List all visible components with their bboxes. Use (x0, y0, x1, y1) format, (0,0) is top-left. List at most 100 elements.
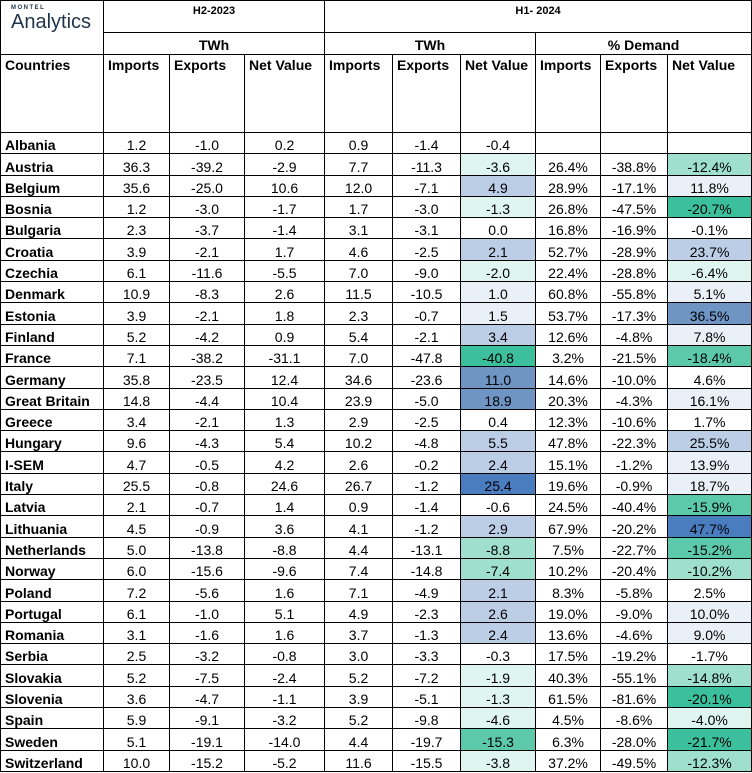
table-row: Estonia 3.9 -2.1 1.8 2.3 -0.7 1.5 53.7% -17.3% 36… (0, 302, 752, 325)
table-row: Serbia 2.5 -3.2 -0.8 3.0 -3.3 -0.3 17.5% -19.2% -… (0, 643, 752, 666)
value-cell-pd-imp: 3.2% (535, 344, 602, 368)
value-cell-pd-net: -1.7% (667, 643, 752, 666)
value-cell-pd-imp: 47.8% (535, 430, 602, 453)
value-cell-h1-exp: -1.3 (392, 621, 462, 645)
value-cell-pd-exp: -21.5% (600, 344, 669, 368)
value-cell-pd-net: -4.0% (667, 707, 752, 730)
value-cell-pd-imp: 26.8% (535, 195, 602, 219)
value-cell-h1-exp: -9.8 (392, 707, 462, 730)
value-cell-h2-exp: -1.0 (169, 131, 245, 155)
value-cell-h1-exp: -2.5 (392, 408, 462, 432)
country-cell: Czechia (0, 259, 104, 283)
value-cell-h1-imp: 4.4 (324, 728, 394, 751)
value-cell-h2-exp: -4.4 (169, 387, 245, 410)
country-cell: Portugal (0, 600, 104, 623)
value-cell-h1-exp: -4.9 (392, 579, 462, 602)
value-cell-pd-net: -15.9% (667, 494, 752, 517)
value-cell-h1-imp: 2.9 (324, 408, 394, 432)
value-cell-h2-exp: -2.1 (169, 408, 245, 432)
header-h2-net-value: Net Value (243, 54, 326, 133)
table-row: Norway 6.0 -15.6 -9.6 7.4 -14.8 -7.4 10.2% -20.4… (0, 557, 752, 581)
value-cell-h1-exp: -9.0 (392, 259, 462, 283)
country-cell: Sweden (0, 728, 104, 751)
country-cell: I-SEM (0, 451, 104, 474)
country-cell: Norway (0, 557, 104, 581)
table-row: Denmark 10.9 -8.3 2.6 11.5 -10.5 1.0 60.8% -55.8… (0, 281, 752, 304)
value-cell-h1-exp: -14.8 (392, 557, 462, 581)
value-cell-h2-imp: 7.2 (103, 579, 170, 602)
value-cell-pd-exp: -17.1% (600, 174, 669, 197)
table-row: Germany 35.8 -23.5 12.4 34.6 -23.6 11.0 14.6% -1… (0, 366, 752, 389)
value-cell-pd-net: 18.7% (667, 472, 752, 496)
value-cell-h1-imp: 2.6 (324, 451, 394, 474)
value-cell-h2-imp: 6.1 (103, 259, 170, 283)
value-cell-h2-imp: 14.8 (103, 387, 170, 410)
table-row: Latvia 2.1 -0.7 1.4 0.9 -1.4 -0.6 24.5% -40.4% -1… (0, 494, 752, 517)
table-row: Italy 25.5 -0.8 24.6 26.7 -1.2 25.4 19.6% -0.9% 1… (0, 472, 752, 496)
column-header-row: Countries Imports Exports Net Value Imports E… (0, 54, 752, 133)
value-cell-h2-net: 1.3 (243, 408, 326, 432)
value-cell-pd-imp: 53.7% (535, 302, 602, 325)
value-cell-h2-net: 3.6 (243, 515, 326, 538)
value-cell-pd-net (667, 131, 752, 155)
value-cell-pd-imp: 40.3% (535, 664, 602, 687)
value-cell-h2-imp: 6.0 (103, 557, 170, 581)
value-cell-h1-net: 1.5 (460, 302, 537, 325)
value-cell-h2-imp: 3.6 (103, 685, 170, 709)
value-cell-h2-imp: 10.9 (103, 281, 170, 304)
table-row: Austria 36.3 -39.2 -2.9 7.7 -11.3 -3.6 26.4% -38… (0, 153, 752, 176)
value-cell-h2-net: 1.6 (243, 621, 326, 645)
table-row: Belgium 35.6 -25.0 10.6 12.0 -7.1 4.9 28.9% -17.… (0, 174, 752, 197)
value-cell-pd-exp: -10.6% (600, 408, 669, 432)
value-cell-h2-net: -14.0 (243, 728, 326, 751)
value-cell-pd-net: 4.6% (667, 366, 752, 389)
value-cell-h1-net: -1.9 (460, 664, 537, 687)
value-cell-h1-net: -40.8 (460, 344, 537, 368)
value-cell-pd-imp: 15.1% (535, 451, 602, 474)
table-row: Czechia 6.1 -11.6 -5.5 7.0 -9.0 -2.0 22.4% -28.8… (0, 259, 752, 283)
value-cell-pd-imp (535, 131, 602, 155)
value-cell-h1-imp: 12.0 (324, 174, 394, 197)
value-cell-h1-imp: 3.7 (324, 621, 394, 645)
value-cell-h2-exp: -9.1 (169, 707, 245, 730)
value-cell-h2-exp: -1.0 (169, 600, 245, 623)
table-row: Slovenia 3.6 -4.7 -1.1 3.9 -5.1 -1.3 61.5% -81.6… (0, 685, 752, 709)
value-cell-h2-imp: 3.4 (103, 408, 170, 432)
header-h2-imports: Imports (103, 54, 170, 133)
table-row: Albania 1.2 -1.0 0.2 0.9 -1.4 -0.4 (0, 131, 752, 155)
value-cell-pd-imp: 26.4% (535, 153, 602, 176)
value-cell-h1-imp: 3.9 (324, 685, 394, 709)
value-cell-pd-net: 47.7% (667, 515, 752, 538)
value-cell-h2-imp: 3.9 (103, 302, 170, 325)
value-cell-pd-net: -12.4% (667, 153, 752, 176)
table-row: Bulgaria 2.3 -3.7 -1.4 3.1 -3.1 0.0 16.8% -16.9%… (0, 217, 752, 240)
table-row: Poland 7.2 -5.6 1.6 7.1 -4.9 2.1 8.3% -5.8% 2.5% (0, 579, 752, 602)
value-cell-pd-exp: -38.8% (600, 153, 669, 176)
value-cell-pd-exp: -20.4% (600, 557, 669, 581)
value-cell-pd-exp: -28.8% (600, 259, 669, 283)
value-cell-pd-exp (600, 131, 669, 155)
value-cell-h2-net: 5.1 (243, 600, 326, 623)
value-cell-pd-imp: 60.8% (535, 281, 602, 304)
value-cell-h2-net: 1.4 (243, 494, 326, 517)
value-cell-h1-imp: 11.6 (324, 749, 394, 772)
value-cell-h1-imp: 26.7 (324, 472, 394, 496)
value-cell-h2-exp: -0.7 (169, 494, 245, 517)
value-cell-pd-exp: -5.8% (600, 579, 669, 602)
table-row: Greece 3.4 -2.1 1.3 2.9 -2.5 0.4 12.3% -10.6% 1.7… (0, 408, 752, 432)
value-cell-h1-exp: -11.3 (392, 153, 462, 176)
value-cell-h1-net: 1.0 (460, 281, 537, 304)
value-cell-h1-imp: 0.9 (324, 494, 394, 517)
value-cell-h1-imp: 1.7 (324, 195, 394, 219)
value-cell-h2-net: 5.4 (243, 430, 326, 453)
value-cell-h2-exp: -3.0 (169, 195, 245, 219)
value-cell-h1-net: -3.6 (460, 153, 537, 176)
value-cell-h1-net: -0.6 (460, 494, 537, 517)
value-cell-h1-exp: -13.1 (392, 536, 462, 559)
value-cell-h1-exp: -5.0 (392, 387, 462, 410)
value-cell-h2-imp: 36.3 (103, 153, 170, 176)
value-cell-h2-exp: -2.1 (169, 302, 245, 325)
table-row: Romania 3.1 -1.6 1.6 3.7 -1.3 2.4 13.6% -4.6% 9.0… (0, 621, 752, 645)
unit-twh-2024: TWh (324, 32, 537, 55)
